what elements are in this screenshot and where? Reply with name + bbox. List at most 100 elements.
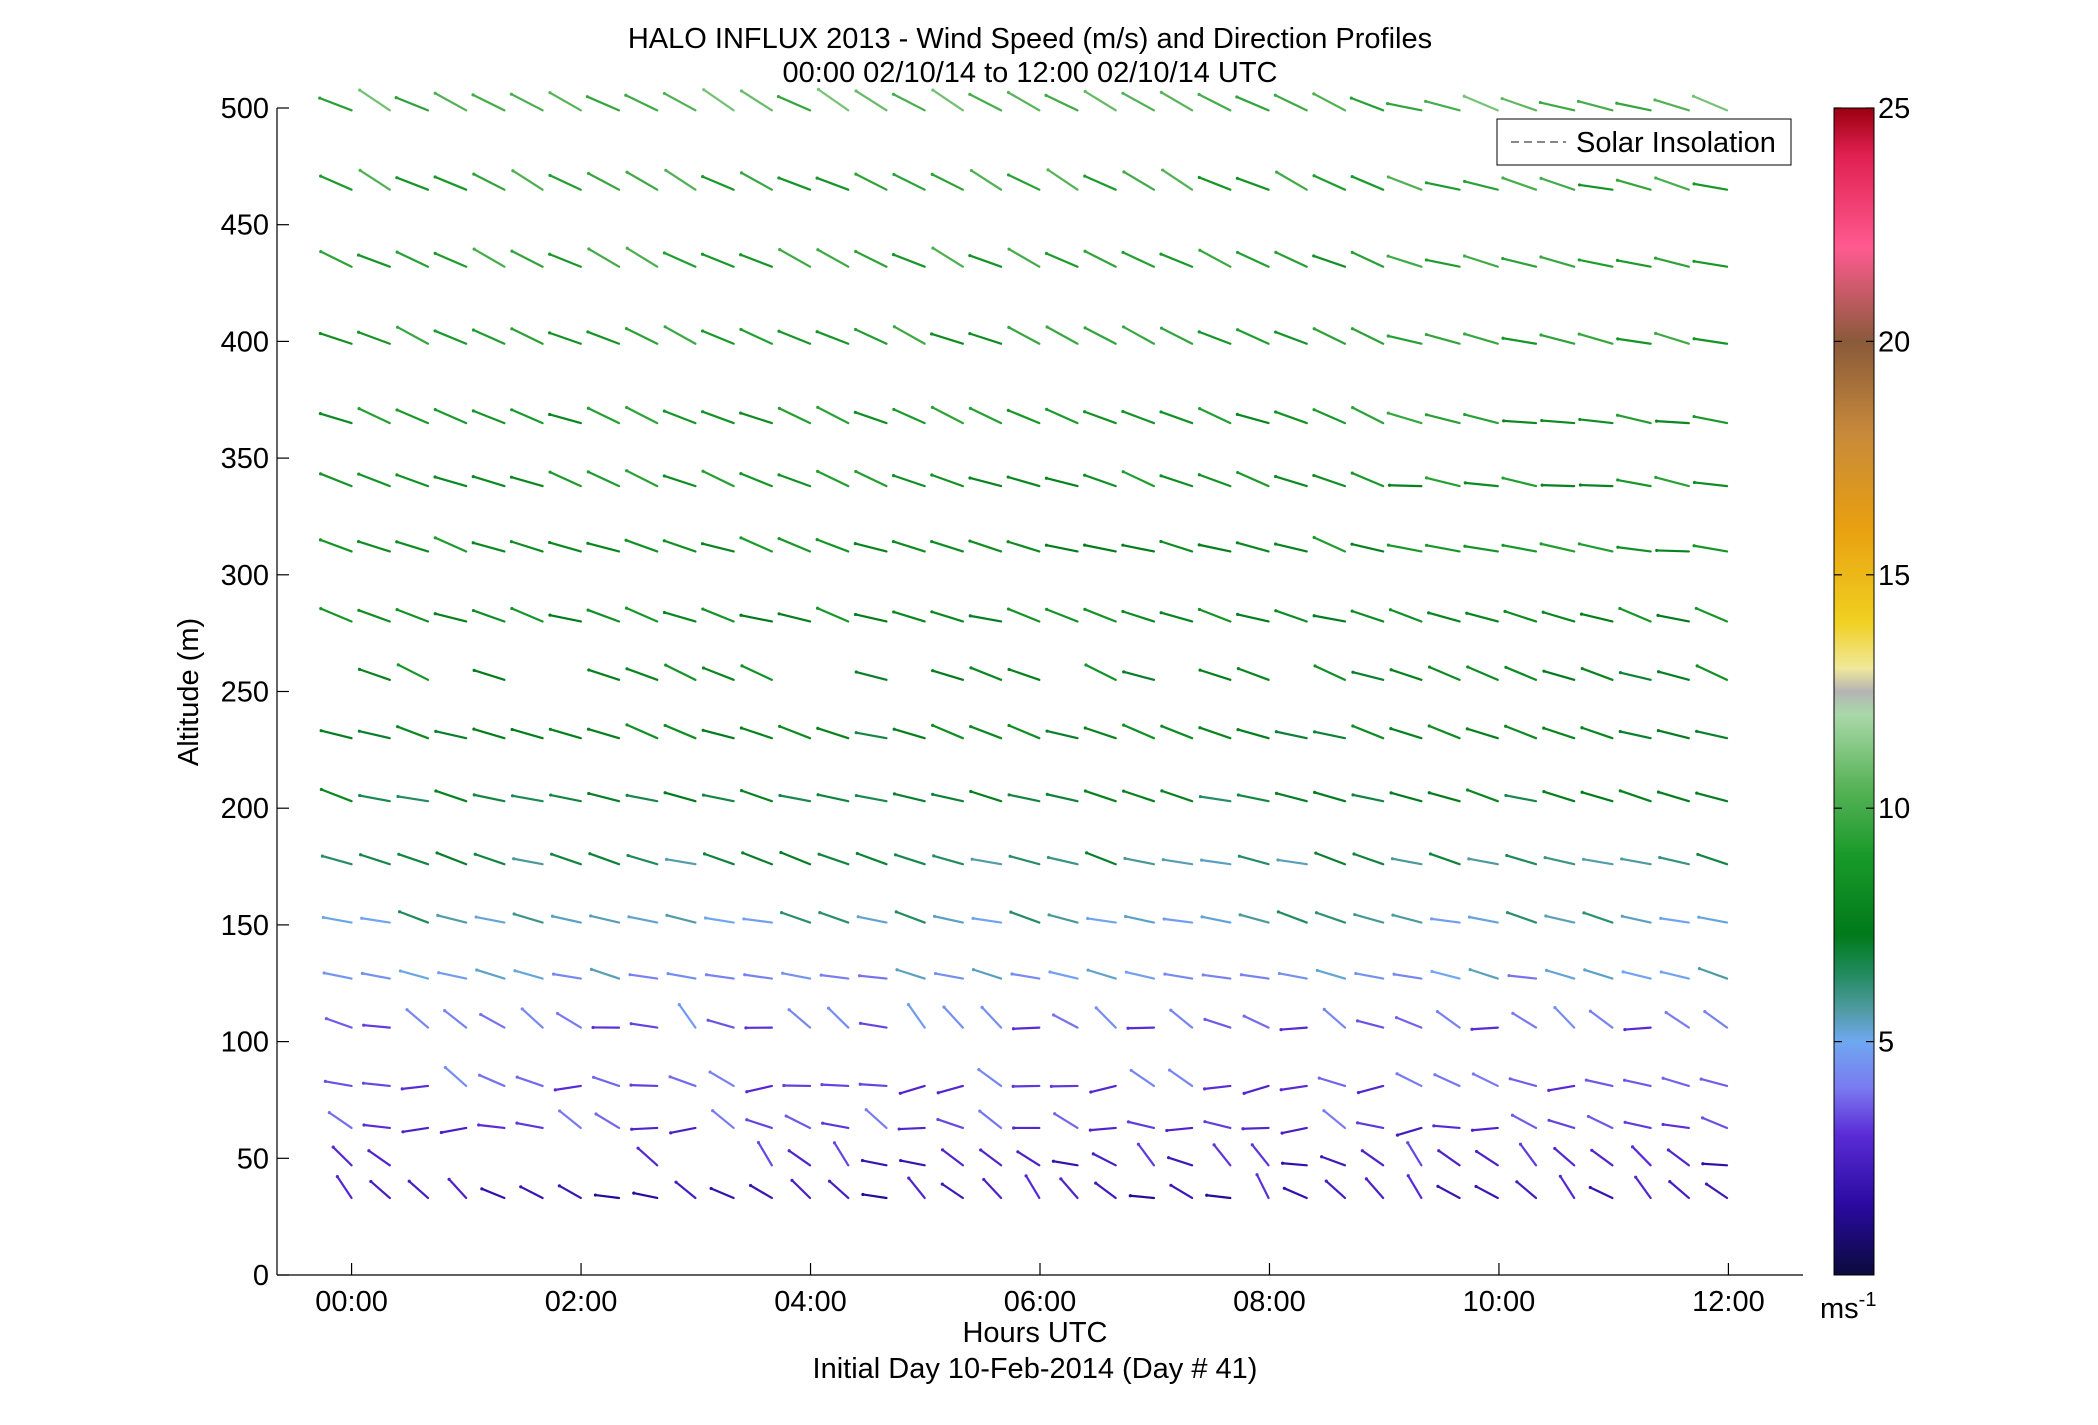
wind-vector: [1697, 916, 1729, 924]
wind-vector-head: [853, 542, 857, 546]
wind-vector: [1046, 168, 1079, 191]
wind-vector: [319, 538, 353, 553]
wind-vector: [1433, 1073, 1461, 1088]
wind-vector-head: [665, 913, 669, 917]
wind-vector: [1578, 258, 1614, 268]
wind-vector: [1048, 970, 1079, 980]
wind-vector: [895, 968, 926, 980]
wind-vector: [855, 794, 888, 803]
wind-vector-head: [1007, 793, 1011, 797]
wind-vector: [1159, 540, 1194, 553]
wind-vector: [1511, 1114, 1538, 1130]
wind-vector-head: [968, 92, 972, 96]
wind-vector: [1539, 255, 1576, 268]
wind-vector: [865, 1108, 888, 1130]
wind-vector-head: [509, 92, 513, 96]
wind-vector-head: [395, 250, 399, 254]
wind-vector-head: [756, 1140, 761, 1145]
wind-vector: [1350, 543, 1385, 553]
wind-vector: [1024, 1174, 1041, 1200]
wind-vector: [1281, 1162, 1308, 1167]
wind-vector: [1045, 252, 1079, 268]
wind-vector-head: [861, 1192, 865, 1197]
wind-vector-head: [548, 252, 552, 256]
wind-vector-head: [1121, 409, 1125, 414]
wind-vector-head: [1699, 1077, 1703, 1081]
wind-vector-head: [471, 475, 475, 479]
wind-vector: [1387, 175, 1423, 191]
wind-vector-head: [1463, 332, 1467, 336]
wind-vector-head: [1129, 1068, 1133, 1073]
wind-vector-head: [1312, 254, 1316, 258]
wind-vector: [705, 973, 735, 980]
wind-vector: [362, 1123, 391, 1130]
wind-vector-head: [1588, 1009, 1593, 1013]
wind-vector-head: [932, 854, 936, 858]
wind-vector: [816, 538, 850, 553]
wind-vector-head: [1583, 968, 1587, 972]
wind-vector: [1361, 1149, 1385, 1167]
wind-vector: [320, 788, 353, 803]
wind-vector-head: [1655, 548, 1659, 553]
wind-vector-head: [362, 1023, 366, 1027]
wind-vector-head: [1579, 612, 1584, 616]
wind-vector: [1356, 1121, 1385, 1130]
wind-vector-head: [936, 1091, 940, 1095]
wind-vector-head: [1692, 544, 1696, 548]
wind-vector: [1654, 332, 1690, 345]
wind-vector: [1278, 972, 1308, 980]
y-tick-label: 300: [221, 560, 269, 592]
wind-vector: [899, 1159, 926, 1167]
wind-vector-head: [588, 852, 592, 856]
wind-vector: [861, 1193, 888, 1200]
wind-vector: [1007, 173, 1041, 191]
wind-vector: [586, 542, 621, 553]
wind-vector-head: [395, 325, 400, 329]
wind-vector-head: [1704, 1182, 1709, 1186]
wind-vector: [1388, 484, 1423, 488]
wind-vector: [1163, 917, 1194, 924]
wind-vector: [1122, 723, 1156, 740]
wind-vector: [969, 666, 1003, 681]
colorbar-tick-label: 25: [1878, 93, 1910, 125]
wind-vector: [511, 794, 544, 803]
wind-vector-head: [1618, 729, 1622, 734]
wind-vector-head: [358, 793, 362, 798]
wind-vector: [1621, 970, 1652, 980]
wind-vector-head: [471, 328, 476, 332]
wind-vector: [1559, 1175, 1576, 1200]
wind-vector: [1692, 260, 1729, 268]
wind-vector: [395, 408, 430, 425]
wind-vector-head: [854, 731, 858, 735]
wind-vector-head: [1430, 917, 1434, 921]
wind-vector-head: [856, 915, 860, 919]
wind-vector: [1323, 1008, 1347, 1029]
wind-vector: [1653, 98, 1690, 112]
wind-vector: [931, 406, 964, 425]
wind-vector: [396, 251, 430, 268]
wind-vector: [472, 328, 506, 345]
wind-vector: [1590, 1149, 1614, 1167]
wind-vector-head: [1314, 911, 1319, 915]
wind-vector: [1160, 327, 1194, 345]
wind-vector: [510, 476, 544, 488]
wind-vector: [1553, 1147, 1576, 1167]
wind-vector-head: [1274, 609, 1278, 613]
wind-vector: [1274, 609, 1308, 623]
legend: Solar Insolation: [1496, 118, 1792, 166]
wind-vector: [663, 410, 697, 425]
wind-vector-head: [701, 793, 706, 797]
wind-vector: [1212, 1143, 1232, 1167]
wind-vector: [1121, 251, 1156, 268]
wind-vector: [674, 1181, 697, 1200]
wind-vector: [1047, 856, 1079, 866]
wind-vector: [1389, 791, 1423, 803]
wind-vector-head: [1124, 970, 1129, 974]
wind-vector: [1693, 337, 1729, 345]
wind-vector-head: [1045, 729, 1049, 733]
wind-vector-head: [1279, 1088, 1283, 1092]
wind-vector: [1203, 1120, 1232, 1130]
wind-vector: [702, 793, 735, 803]
wind-vector-head: [1474, 1184, 1478, 1189]
wind-vector-head: [1121, 470, 1125, 474]
